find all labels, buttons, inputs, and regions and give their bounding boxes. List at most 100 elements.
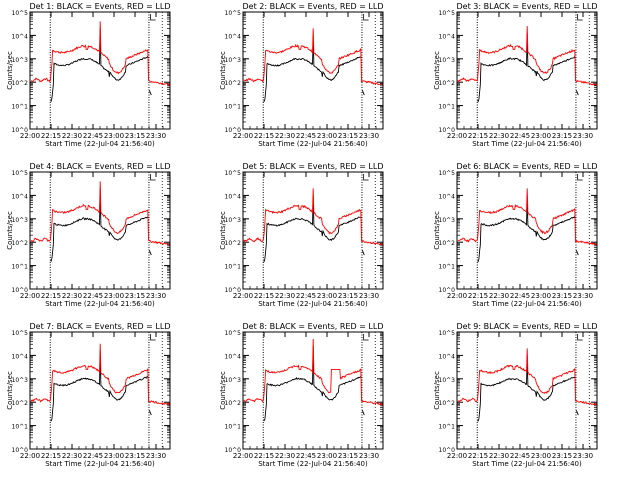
series-lld-line bbox=[457, 25, 597, 86]
x-tick-label: 22:30 bbox=[62, 452, 82, 460]
chart-panel-8: Det 8: BLACK = Events, RED = LLD 10^0 10^1… bbox=[219, 322, 384, 468]
y-tick-label: 10^5 bbox=[439, 10, 456, 17]
x-tick-label: 22:30 bbox=[489, 132, 509, 140]
x-axis-label: Start Time (22-Jul-04 21:56:40) bbox=[45, 460, 155, 468]
x-tick-label: 22:45 bbox=[296, 452, 316, 460]
y-tick-label: 10^1 bbox=[225, 264, 242, 271]
x-tick-label: 22:00 bbox=[233, 292, 253, 300]
x-tick-label: 22:00 bbox=[20, 452, 40, 460]
series-events-line bbox=[263, 195, 365, 263]
y-tick-label: 10^1 bbox=[12, 264, 29, 271]
x-tick-label: 23:30 bbox=[573, 132, 593, 140]
y-tick-label: 10^1 bbox=[225, 424, 242, 431]
saa-marker bbox=[577, 174, 583, 181]
y-tick-label: 10^2 bbox=[225, 400, 242, 407]
y-tick-label: 10^2 bbox=[439, 400, 456, 407]
x-tick-label: 22:15 bbox=[41, 452, 61, 460]
chart-panel-7: Det 7: BLACK = Events, RED = LLD 10^0 10^1… bbox=[6, 322, 171, 468]
y-tick-label: 10^0 bbox=[439, 127, 456, 134]
y-tick-label: 10^4 bbox=[225, 33, 242, 40]
x-tick-label: 23:15 bbox=[125, 132, 145, 140]
x-axis-label: Start Time (22-Jul-04 21:56:40) bbox=[258, 140, 368, 148]
x-tick-label: 23:15 bbox=[552, 292, 572, 300]
y-tick-label: 10^0 bbox=[225, 447, 242, 454]
x-axis-label: Start Time (22-Jul-04 21:56:40) bbox=[472, 140, 582, 148]
y-tick-label: 10^4 bbox=[12, 33, 29, 40]
x-tick-label: 22:30 bbox=[489, 292, 509, 300]
x-tick-label: 23:00 bbox=[531, 452, 551, 460]
x-axis-label: Start Time (22-Jul-04 21:56:40) bbox=[45, 140, 155, 148]
series-lld-line bbox=[30, 21, 170, 87]
y-tick-label: 10^3 bbox=[12, 57, 29, 64]
x-tick-label: 23:00 bbox=[104, 292, 124, 300]
x-tick-label: 23:30 bbox=[146, 292, 166, 300]
y-tick-label: 10^2 bbox=[225, 240, 242, 247]
x-tick-label: 22:30 bbox=[62, 292, 82, 300]
saa-marker bbox=[577, 14, 583, 21]
x-tick-label: 23:15 bbox=[125, 292, 145, 300]
y-tick-label: 10^1 bbox=[439, 424, 456, 431]
chart-title: Det 8: BLACK = Events, RED = LLD bbox=[243, 322, 384, 331]
y-tick-label: 10^2 bbox=[12, 400, 29, 407]
x-tick-label: 22:15 bbox=[468, 132, 488, 140]
x-tick-label: 22:15 bbox=[41, 292, 61, 300]
x-tick-label: 23:00 bbox=[531, 132, 551, 140]
y-tick-label: 10^1 bbox=[225, 104, 242, 111]
x-tick-label: 22:15 bbox=[468, 292, 488, 300]
y-tick-label: 10^0 bbox=[12, 127, 29, 134]
y-tick-label: 10^4 bbox=[12, 353, 29, 360]
y-tick-label: 10^4 bbox=[225, 193, 242, 200]
x-tick-label: 22:30 bbox=[275, 292, 295, 300]
x-tick-label: 22:15 bbox=[41, 132, 61, 140]
y-axis-label: Counts/sec bbox=[6, 371, 14, 410]
x-tick-label: 23:15 bbox=[338, 292, 358, 300]
chart-panel-5: Det 5: BLACK = Events, RED = LLD 10^0 10^1… bbox=[219, 162, 384, 308]
chart-title: Det 2: BLACK = Events, RED = LLD bbox=[243, 2, 384, 11]
y-axis-label: Counts/sec bbox=[219, 51, 227, 90]
chart-title: Det 4: BLACK = Events, RED = LLD bbox=[30, 162, 171, 171]
x-tick-label: 22:00 bbox=[447, 452, 467, 460]
x-tick-label: 22:45 bbox=[83, 132, 103, 140]
y-axis-label: Counts/sec bbox=[433, 211, 441, 250]
x-tick-label: 22:15 bbox=[254, 292, 274, 300]
x-tick-label: 23:00 bbox=[104, 452, 124, 460]
y-tick-label: 10^0 bbox=[12, 447, 29, 454]
x-tick-label: 22:00 bbox=[233, 132, 253, 140]
y-tick-label: 10^3 bbox=[439, 377, 456, 384]
x-tick-label: 23:30 bbox=[146, 132, 166, 140]
y-tick-label: 10^5 bbox=[225, 330, 242, 337]
x-tick-label: 23:15 bbox=[552, 132, 572, 140]
chart-panel-2: Det 2: BLACK = Events, RED = LLD 10^0 10^1… bbox=[219, 2, 384, 148]
x-tick-label: 23:15 bbox=[338, 132, 358, 140]
chart-title: Det 3: BLACK = Events, RED = LLD bbox=[457, 2, 598, 11]
chart-title: Det 7: BLACK = Events, RED = LLD bbox=[30, 322, 171, 331]
chart-title: Det 6: BLACK = Events, RED = LLD bbox=[457, 162, 598, 171]
x-tick-label: 23:15 bbox=[125, 452, 145, 460]
x-tick-label: 22:45 bbox=[510, 452, 530, 460]
saa-marker bbox=[363, 174, 369, 181]
y-tick-label: 10^5 bbox=[12, 170, 29, 177]
y-axis-label: Counts/sec bbox=[219, 211, 227, 250]
saa-marker bbox=[150, 334, 156, 341]
chart-title: Det 5: BLACK = Events, RED = LLD bbox=[243, 162, 384, 171]
x-axis-label: Start Time (22-Jul-04 21:56:40) bbox=[472, 460, 582, 468]
x-tick-label: 22:45 bbox=[296, 132, 316, 140]
series-lld-line bbox=[243, 338, 383, 406]
y-tick-label: 10^3 bbox=[225, 217, 242, 224]
x-tick-label: 22:00 bbox=[447, 132, 467, 140]
y-tick-label: 10^5 bbox=[12, 10, 29, 17]
chart-panel-9: Det 9: BLACK = Events, RED = LLD 10^0 10^1… bbox=[433, 322, 598, 468]
y-tick-label: 10^0 bbox=[439, 447, 456, 454]
y-axis-label: Counts/sec bbox=[6, 211, 14, 250]
x-tick-label: 23:15 bbox=[552, 452, 572, 460]
y-axis-label: Counts/sec bbox=[6, 51, 14, 90]
y-tick-label: 10^4 bbox=[439, 33, 456, 40]
x-tick-label: 22:00 bbox=[20, 132, 40, 140]
series-events-line bbox=[477, 355, 579, 422]
chart-panel-6: Det 6: BLACK = Events, RED = LLD 10^0 10^1… bbox=[433, 162, 598, 308]
x-tick-label: 22:45 bbox=[83, 452, 103, 460]
chart-panel-1: Det 1: BLACK = Events, RED = LLD 10^0 10^1… bbox=[6, 2, 171, 148]
x-tick-label: 23:30 bbox=[573, 292, 593, 300]
y-tick-label: 10^5 bbox=[225, 170, 242, 177]
x-tick-label: 22:30 bbox=[62, 132, 82, 140]
